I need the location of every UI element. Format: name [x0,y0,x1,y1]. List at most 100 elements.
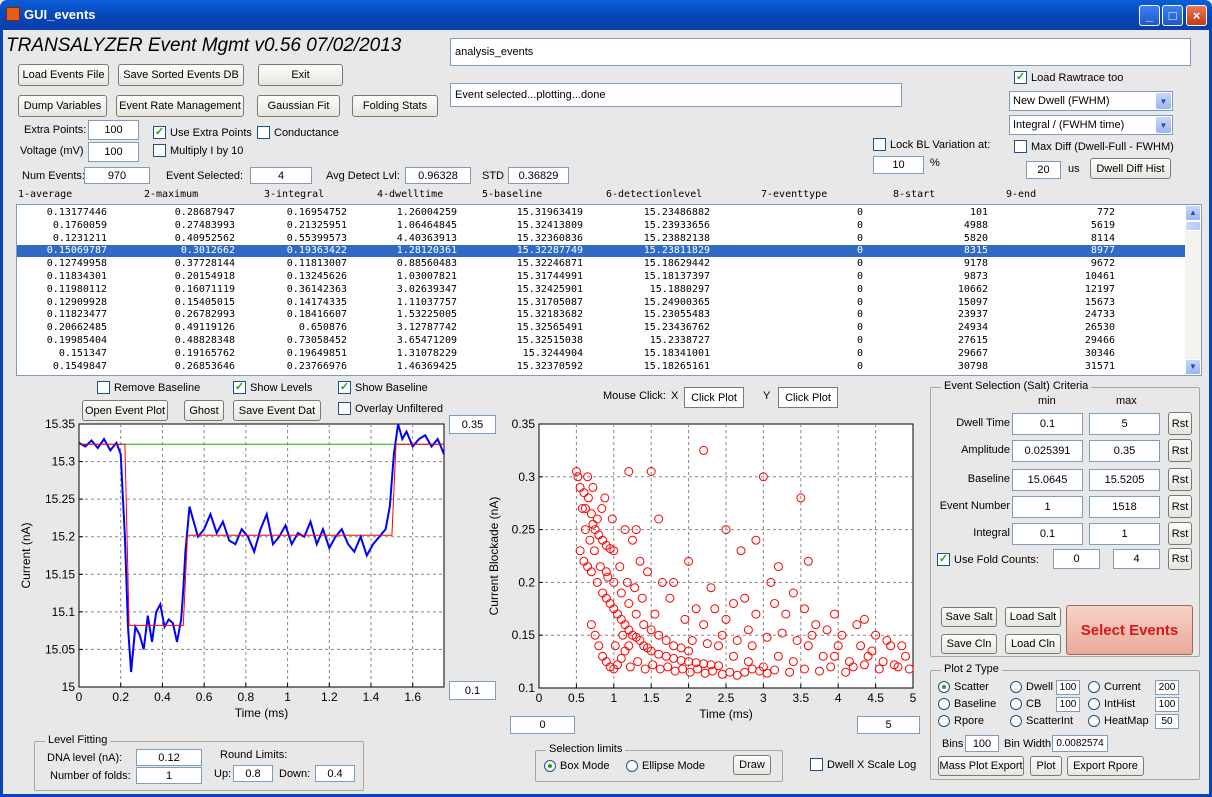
inthist-radio[interactable]: IntHist [1088,698,1135,710]
table-row[interactable]: 0.1760059 0.27483993 0.21325951 1.06464845 1… [17,220,1185,232]
bin-width-field[interactable]: 0.0082574 [1052,735,1108,752]
close-button[interactable]: × [1186,5,1207,26]
folds-field[interactable]: 1 [136,767,202,784]
plot-button[interactable]: Plot [1030,756,1062,776]
cb-bins-field[interactable]: 100 [1056,697,1080,712]
max-diff-checkbox[interactable]: Max Diff (Dwell-Full - FWHM) [1014,140,1174,153]
load-salt-button[interactable]: Load Salt [1005,607,1061,627]
baseline-radio[interactable]: Baseline [938,698,996,710]
event-trace-chart[interactable]: 0 0.2 0.4 0.6 0.8 1 1.2 1.4 1.6 15 15.05 15.1 15.15 1… [0,410,450,730]
table-row[interactable]: 0.151347 0.19165762 0.19649851 1.31078229 15… [17,348,1185,360]
show-levels-checkbox[interactable]: ✓ Show Levels [233,381,313,394]
down-field[interactable]: 0.4 [315,765,355,782]
load-cln-button[interactable]: Load Cln [1005,634,1061,654]
table-scrollbar[interactable]: ▲ ▼ [1185,205,1201,375]
select-events-button[interactable]: Select Events [1066,605,1193,655]
table-row[interactable]: 0.12749958 0.37728144 0.11813007 0.88560483… [17,258,1185,270]
criteria-max-field[interactable]: 1 [1089,523,1160,545]
table-row[interactable]: 0.1231211 0.40952562 0.55399573 4.40363913 1… [17,233,1185,245]
show-baseline-checkbox[interactable]: ✓ Show Baseline [338,381,428,394]
table-row[interactable]: 0.1549847 0.26853646 0.23766976 1.46369425 1… [17,361,1185,373]
conductance-checkbox[interactable]: Conductance [257,126,339,139]
scatter-radio[interactable]: Scatter [938,681,989,693]
criteria-min-field[interactable]: 0.1 [1012,523,1083,545]
event-rate-button[interactable]: Event Rate Management [116,95,244,117]
extra-points-field[interactable]: 100 [88,120,139,140]
folding-stats-button[interactable]: Folding Stats [352,95,438,117]
event-selected-field[interactable]: 4 [250,167,312,184]
lock-bl-field[interactable]: 10 [873,156,924,174]
reset-button[interactable]: Rst [1168,439,1192,462]
dump-variables-button[interactable]: Dump Variables [18,95,107,117]
gaussian-fit-button[interactable]: Gaussian Fit [257,95,340,117]
dwell-diff-hist-button[interactable]: Dwell Diff Hist [1090,158,1171,179]
ghost-button[interactable]: Ghost [184,400,224,421]
export-rpore-button[interactable]: Export Rpore [1067,756,1144,776]
criteria-max-field[interactable]: 15.5205 [1089,469,1160,491]
scatter-xmin-field[interactable]: 0 [510,716,575,734]
events-table[interactable]: 0.13177446 0.28687947 0.16954752 1.26004259… [16,204,1202,376]
scatterint-radio[interactable]: ScatterInt [1010,715,1073,727]
fold-min-field[interactable]: 0 [1053,549,1100,569]
dwell-type-select[interactable]: New Dwell (FWHM) ▼ [1009,91,1173,111]
integral-type-select[interactable]: Integral / (FWHM time) ▼ [1009,115,1173,135]
load-rawtrace-checkbox[interactable]: ✓ Load Rawtrace too [1014,71,1124,84]
lock-bl-checkbox[interactable]: Lock BL Variation at: [873,138,990,151]
open-event-plot-button[interactable]: Open Event Plot [82,400,168,421]
draw-button[interactable]: Draw [733,755,771,775]
criteria-max-field[interactable]: 5 [1089,413,1160,435]
save-cln-button[interactable]: Save Cln [941,634,997,654]
reset-button[interactable]: Rst [1168,412,1192,435]
bins-field[interactable]: 100 [965,735,999,752]
current-bins-field[interactable]: 200 [1155,680,1179,695]
load-events-button[interactable]: Load Events File [18,64,109,86]
mass-plot-export-button[interactable]: Mass Plot Export [938,756,1024,776]
dna-level-field[interactable]: 0.12 [136,749,202,766]
plot-area[interactable] [78,423,445,688]
criteria-max-field[interactable]: 0.35 [1089,440,1160,462]
ymin-field[interactable]: 0.1 [449,681,496,700]
scroll-down-icon[interactable]: ▼ [1185,359,1201,375]
table-row[interactable]: 0.19985404 0.48828348 0.73058452 3.65471209… [17,335,1185,347]
table-row[interactable]: 0.11980112 0.16071119 0.36142363 3.02639347… [17,284,1185,296]
current-radio[interactable]: Current [1088,681,1141,693]
dwell-radio[interactable]: Dwell [1010,681,1053,693]
criteria-min-field[interactable]: 0.025391 [1012,440,1083,462]
criteria-min-field[interactable]: 15.0645 [1012,469,1083,491]
table-row[interactable]: 0.15069787 0.3012662 0.19363422 1.28120361 1… [17,245,1185,258]
criteria-min-field[interactable]: 0.1 [1012,413,1083,435]
remove-baseline-checkbox[interactable]: Remove Baseline [97,381,200,394]
use-fold-counts-checkbox[interactable]: ✓ Use Fold Counts: [937,553,1039,566]
maximize-button[interactable]: □ [1162,5,1183,26]
reset-button[interactable]: Rst [1168,495,1192,518]
reset-fold-button[interactable]: Rst [1168,548,1192,570]
criteria-min-field[interactable]: 1 [1012,496,1083,518]
dwell-log-checkbox[interactable]: Dwell X Scale Log [810,758,916,771]
table-row[interactable]: 0.20662485 0.49119126 0.650876 3.12787742 15… [17,322,1185,334]
table-row[interactable]: 0.11834301 0.20154918 0.13245626 1.03007821… [17,271,1185,283]
criteria-max-field[interactable]: 1518 [1089,496,1160,518]
table-row[interactable]: 0.12909928 0.15405015 0.14174335 1.11037757… [17,297,1185,309]
table-row[interactable]: 0.11823477 0.26782993 0.18416607 1.53225005… [17,309,1185,321]
max-diff-field[interactable]: 20 [1026,161,1061,179]
exit-button[interactable]: Exit [258,64,343,86]
analysis-file-field[interactable]: analysis_events [450,38,1191,66]
use-extra-points-checkbox[interactable]: ✓ Use Extra Points [153,126,252,139]
minimize-button[interactable]: _ [1139,5,1160,26]
scatter-chart[interactable]: 0 0.5 1 1.5 2 2.5 3 3.5 4 4.5 5 0.1 0.15 0.2 0.25 0.3 0.… [480,410,920,730]
heatmap-bins-field[interactable]: 50 [1155,714,1179,729]
cb-radio[interactable]: CB [1010,698,1041,710]
click-plot-y-button[interactable]: Click Plot [778,387,838,408]
box-mode-radio[interactable]: Box Mode [544,760,610,772]
table-row[interactable]: 0.13177446 0.28687947 0.16954752 1.26004259… [17,207,1185,219]
scroll-up-icon[interactable]: ▲ [1185,205,1201,221]
overlay-unfiltered-checkbox[interactable]: Overlay Unfiltered [338,402,443,415]
scatter-xmax-field[interactable]: 5 [857,716,920,734]
save-event-dat-button[interactable]: Save Event Dat [233,400,321,421]
save-salt-button[interactable]: Save Salt [941,607,997,627]
save-sorted-events-button[interactable]: Save Sorted Events DB [118,64,244,86]
dwell-bins-field[interactable]: 100 [1056,680,1080,695]
click-plot-x-button[interactable]: Click Plot [684,387,744,408]
inthist-bins-field[interactable]: 100 [1155,697,1179,712]
heatmap-radio[interactable]: HeatMap [1088,715,1149,727]
